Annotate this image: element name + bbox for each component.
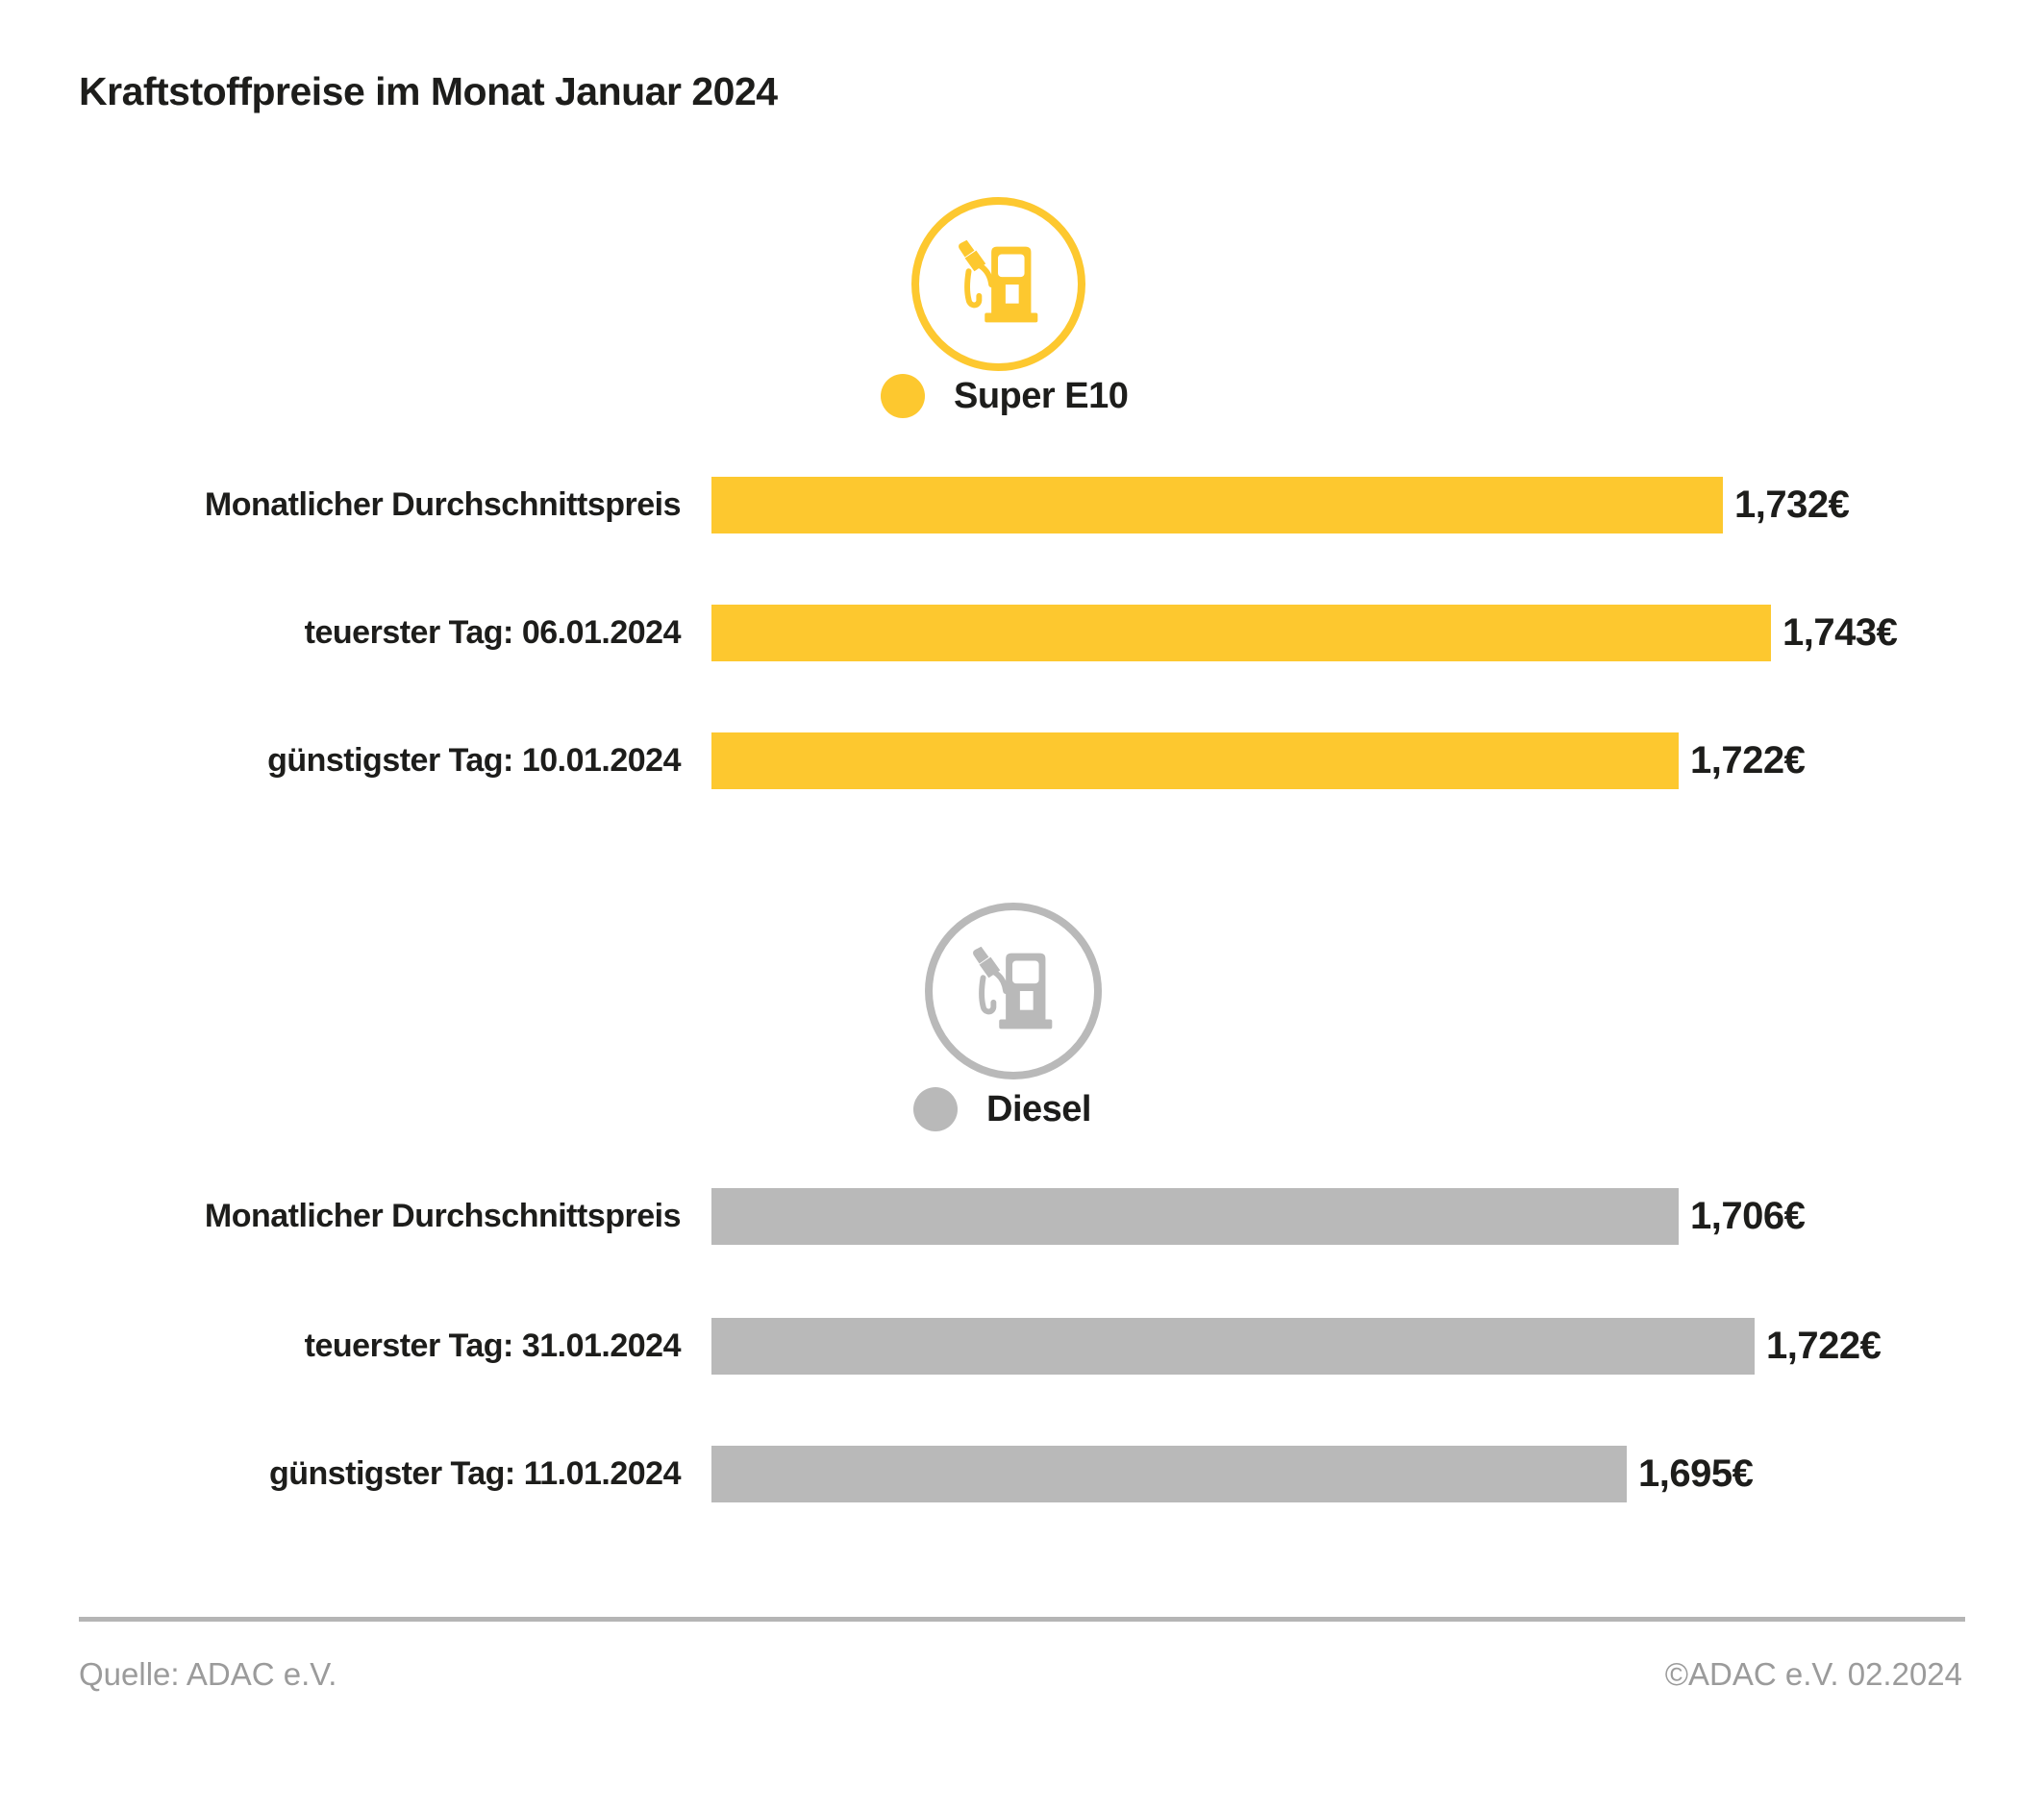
footer-divider — [79, 1617, 1965, 1622]
bar-row: teuerster Tag: 31.01.2024 1,722€ — [0, 1318, 2044, 1375]
fuel-pump-badge — [911, 197, 1085, 371]
legend-dot — [913, 1087, 958, 1131]
bar-row: Monatlicher Durchschnittspreis 1,732€ — [0, 477, 2044, 533]
footer-copyright: ©ADAC e.V. 02.2024 — [1664, 1656, 1962, 1692]
bar-row: günstigster Tag: 11.01.2024 1,695€ — [0, 1446, 2044, 1502]
row-label: teuerster Tag: 06.01.2024 — [304, 614, 682, 651]
legend-dot — [881, 374, 925, 418]
legend-diesel: Diesel — [913, 1087, 1091, 1131]
row-label: teuerster Tag: 31.01.2024 — [304, 1327, 682, 1364]
bar — [711, 477, 1723, 533]
bar — [711, 1188, 1679, 1245]
bar-value: 1,743€ — [1782, 611, 1898, 654]
footer-source: Quelle: ADAC e.V. — [79, 1656, 337, 1692]
legend-label: Super E10 — [954, 375, 1129, 416]
row-label: günstigster Tag: 10.01.2024 — [267, 742, 681, 779]
legend-super-e10: Super E10 — [881, 374, 1129, 418]
bar — [711, 605, 1771, 661]
bar-value: 1,706€ — [1690, 1195, 1806, 1237]
bar-value: 1,732€ — [1734, 484, 1850, 526]
bar-value: 1,722€ — [1766, 1325, 1882, 1367]
bar — [711, 1446, 1627, 1502]
fuel-pump-icon — [958, 239, 1037, 322]
fuel-pump-badge — [925, 903, 1102, 1079]
legend-label: Diesel — [986, 1088, 1091, 1129]
row-label: Monatlicher Durchschnittspreis — [204, 486, 682, 523]
bar-row: günstigster Tag: 10.01.2024 1,722€ — [0, 732, 2044, 789]
bar-row: Monatlicher Durchschnittspreis 1,706€ — [0, 1188, 2044, 1245]
bar — [711, 1318, 1755, 1375]
bar — [711, 732, 1679, 789]
bar-row: teuerster Tag: 06.01.2024 1,743€ — [0, 605, 2044, 661]
bar-value: 1,695€ — [1638, 1452, 1754, 1495]
fuel-pump-icon — [973, 946, 1053, 1030]
page-title: Kraftstoffpreise im Monat Januar 2024 — [79, 69, 778, 113]
row-label: günstigster Tag: 11.01.2024 — [268, 1455, 682, 1492]
bar-value: 1,722€ — [1690, 739, 1806, 781]
row-label: Monatlicher Durchschnittspreis — [204, 1198, 682, 1234]
